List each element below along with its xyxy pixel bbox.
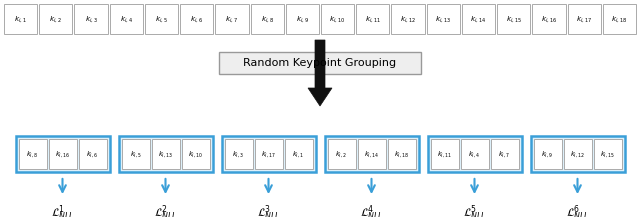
Bar bbox=[152, 139, 179, 169]
Bar bbox=[145, 4, 178, 34]
Text: $k_{i,9}$: $k_{i,9}$ bbox=[541, 149, 554, 159]
Bar bbox=[4, 4, 37, 34]
Bar bbox=[19, 139, 47, 169]
Bar bbox=[428, 136, 522, 172]
Text: $\mathcal{L}^6_{NLL}$: $\mathcal{L}^6_{NLL}$ bbox=[566, 203, 589, 217]
Text: $k_{i,12}$: $k_{i,12}$ bbox=[400, 14, 416, 24]
Text: Random Keypoint Grouping: Random Keypoint Grouping bbox=[243, 58, 397, 68]
Bar bbox=[328, 139, 355, 169]
Bar bbox=[286, 4, 319, 34]
Text: $k_{i,11}$: $k_{i,11}$ bbox=[437, 149, 452, 159]
Text: $k_{i,3}$: $k_{i,3}$ bbox=[232, 149, 244, 159]
Bar bbox=[532, 4, 566, 34]
Bar bbox=[79, 139, 106, 169]
Bar bbox=[321, 4, 354, 34]
Bar bbox=[109, 4, 143, 34]
Bar bbox=[39, 4, 72, 34]
Text: $k_{i,11}$: $k_{i,11}$ bbox=[365, 14, 381, 24]
Text: $\mathcal{L}^4_{NLL}$: $\mathcal{L}^4_{NLL}$ bbox=[360, 203, 383, 217]
Bar bbox=[74, 4, 108, 34]
Bar bbox=[324, 136, 419, 172]
Text: $\mathcal{L}^1_{NLL}$: $\mathcal{L}^1_{NLL}$ bbox=[51, 203, 74, 217]
Bar bbox=[250, 4, 284, 34]
Bar bbox=[490, 139, 518, 169]
Text: $k_{i,4}$: $k_{i,4}$ bbox=[468, 149, 481, 159]
Bar bbox=[568, 4, 601, 34]
Bar bbox=[180, 4, 213, 34]
Text: $k_{i,1}$: $k_{i,1}$ bbox=[292, 149, 305, 159]
Text: $k_{i,17}$: $k_{i,17}$ bbox=[576, 14, 592, 24]
Text: $k_{i,2}$: $k_{i,2}$ bbox=[335, 149, 348, 159]
Bar bbox=[431, 139, 458, 169]
Bar bbox=[497, 4, 531, 34]
Bar bbox=[118, 136, 212, 172]
Text: $k_{i,6}$: $k_{i,6}$ bbox=[190, 14, 204, 24]
Text: $k_{i,8}$: $k_{i,8}$ bbox=[260, 14, 274, 24]
Text: $k_{i,16}$: $k_{i,16}$ bbox=[55, 149, 70, 159]
Bar bbox=[182, 139, 209, 169]
Text: $k_{i,7}$: $k_{i,7}$ bbox=[499, 149, 511, 159]
Text: $k_{i,1}$: $k_{i,1}$ bbox=[14, 14, 27, 24]
Text: $k_{i,10}$: $k_{i,10}$ bbox=[188, 149, 203, 159]
Bar bbox=[461, 139, 488, 169]
Bar bbox=[356, 4, 390, 34]
Text: $k_{i,18}$: $k_{i,18}$ bbox=[394, 149, 409, 159]
Bar bbox=[603, 4, 636, 34]
Text: $k_{i,12}$: $k_{i,12}$ bbox=[570, 149, 585, 159]
Bar bbox=[593, 139, 621, 169]
Text: $k_{i,13}$: $k_{i,13}$ bbox=[158, 149, 173, 159]
Bar bbox=[387, 139, 415, 169]
Polygon shape bbox=[308, 40, 332, 106]
Bar bbox=[534, 139, 561, 169]
Text: $k_{i,4}$: $k_{i,4}$ bbox=[120, 14, 133, 24]
Text: $k_{i,3}$: $k_{i,3}$ bbox=[84, 14, 97, 24]
Bar bbox=[427, 4, 460, 34]
Text: $k_{i,14}$: $k_{i,14}$ bbox=[470, 14, 486, 24]
Text: $k_{i,15}$: $k_{i,15}$ bbox=[600, 149, 615, 159]
Text: $k_{i,15}$: $k_{i,15}$ bbox=[506, 14, 522, 24]
Text: $k_{i,5}$: $k_{i,5}$ bbox=[155, 14, 168, 24]
Text: $k_{i,17}$: $k_{i,17}$ bbox=[261, 149, 276, 159]
Text: $k_{i,18}$: $k_{i,18}$ bbox=[611, 14, 628, 24]
Bar bbox=[392, 4, 425, 34]
Bar bbox=[358, 139, 385, 169]
Text: $k_{i,13}$: $k_{i,13}$ bbox=[435, 14, 451, 24]
Text: $\mathcal{L}^3_{NLL}$: $\mathcal{L}^3_{NLL}$ bbox=[257, 203, 280, 217]
Text: $k_{i,16}$: $k_{i,16}$ bbox=[541, 14, 557, 24]
Bar bbox=[122, 139, 150, 169]
Bar bbox=[15, 136, 109, 172]
Bar bbox=[225, 139, 253, 169]
Bar bbox=[49, 139, 77, 169]
Text: $k_{i,5}$: $k_{i,5}$ bbox=[129, 149, 141, 159]
Bar bbox=[215, 4, 248, 34]
Text: $k_{i,2}$: $k_{i,2}$ bbox=[49, 14, 62, 24]
Bar bbox=[255, 139, 282, 169]
Bar bbox=[285, 139, 312, 169]
Bar bbox=[219, 52, 421, 74]
Text: $k_{i,8}$: $k_{i,8}$ bbox=[26, 149, 38, 159]
Text: $\mathcal{L}^5_{NLL}$: $\mathcal{L}^5_{NLL}$ bbox=[463, 203, 486, 217]
Text: $\mathcal{L}^2_{NLL}$: $\mathcal{L}^2_{NLL}$ bbox=[154, 203, 177, 217]
Bar bbox=[462, 4, 495, 34]
Text: $k_{i,10}$: $k_{i,10}$ bbox=[330, 14, 346, 24]
Text: $k_{i,6}$: $k_{i,6}$ bbox=[86, 149, 99, 159]
Text: $k_{i,7}$: $k_{i,7}$ bbox=[225, 14, 239, 24]
Text: $k_{i,14}$: $k_{i,14}$ bbox=[364, 149, 379, 159]
Bar bbox=[221, 136, 316, 172]
Bar bbox=[531, 136, 625, 172]
Text: $k_{i,9}$: $k_{i,9}$ bbox=[296, 14, 309, 24]
Bar bbox=[563, 139, 591, 169]
